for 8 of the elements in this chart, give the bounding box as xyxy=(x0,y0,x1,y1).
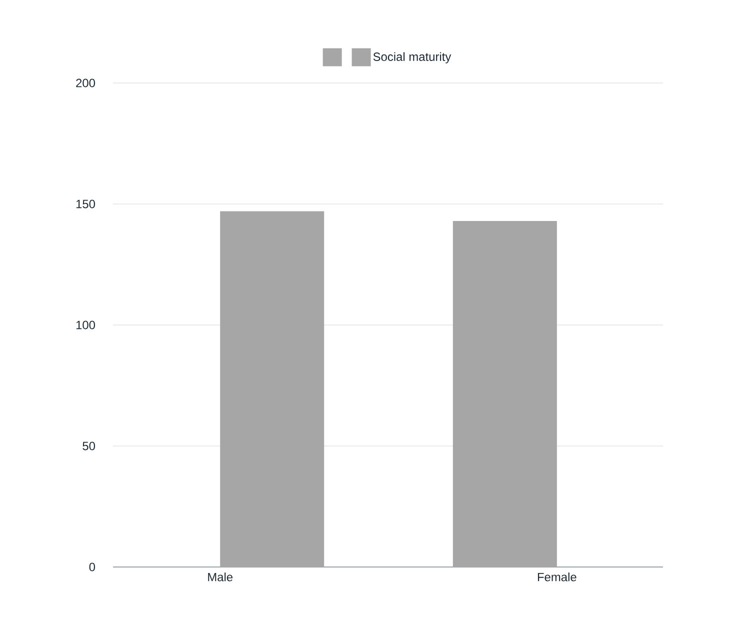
y-tick-label: 200 xyxy=(76,78,96,88)
y-tick-label: 100 xyxy=(76,320,96,330)
y-tick-label: 0 xyxy=(89,562,96,572)
y-tick-label: 50 xyxy=(82,442,96,450)
x-tick-label: Male xyxy=(208,572,233,582)
y-tick-label: 150 xyxy=(76,200,96,208)
legend-label: Social maturity xyxy=(373,52,452,64)
x-tick-label: Female xyxy=(538,572,576,582)
